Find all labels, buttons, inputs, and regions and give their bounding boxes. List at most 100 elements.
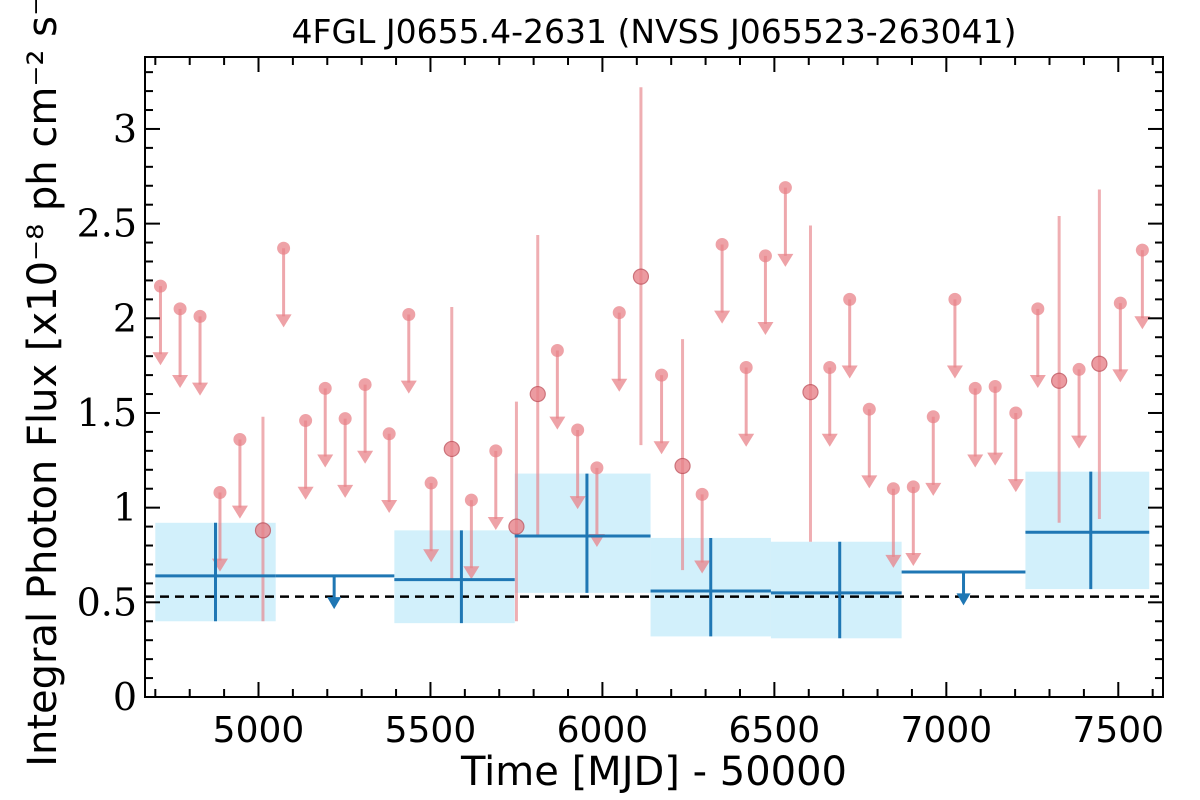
short-bin-series [152, 87, 1151, 622]
x-tick-label: 7000 [901, 710, 993, 751]
x-tick-label: 6500 [729, 710, 821, 751]
upper-limit-arrow [905, 552, 922, 566]
detection-point [529, 385, 546, 403]
upper-limit-arrow [738, 433, 755, 447]
upper-limit-arrow [569, 496, 586, 510]
upper-limit-arrow [357, 450, 374, 464]
upper-limit-point [655, 368, 669, 382]
long-bin-series [155, 471, 1150, 639]
upper-limit-arrow [757, 321, 774, 335]
upper-limit-point [489, 444, 503, 458]
detection-point [632, 268, 650, 285]
upper-limit-arrow [487, 517, 504, 531]
upper-limit-point [464, 493, 478, 507]
upper-limit-arrow [861, 475, 878, 489]
upper-limit-point [715, 237, 729, 251]
upper-limit-point [1135, 243, 1149, 257]
y-tick-label: 1.5 [77, 391, 137, 435]
upper-limit-point [886, 482, 900, 496]
x-tick-label: 5000 [213, 710, 305, 751]
long-bin-band [770, 541, 902, 639]
upper-limit-arrow [549, 416, 566, 430]
detection-point [802, 384, 819, 401]
upper-limit-point [299, 414, 313, 428]
upper-limit-arrow [1134, 316, 1151, 330]
long-bin-band [394, 530, 515, 624]
upper-limit-arrow [1112, 369, 1129, 383]
upper-limit-point [173, 302, 187, 316]
upper-limit-arrow [423, 549, 440, 563]
x-axis-label: Time [MJD] - 50000 [460, 749, 847, 795]
upper-limit-point [277, 241, 291, 255]
upper-limit-point [590, 461, 604, 475]
upper-limit-point [402, 308, 416, 322]
upper-limit-arrow [841, 365, 858, 379]
long-bin-band [1025, 471, 1150, 590]
upper-limit-arrow [1029, 375, 1046, 388]
upper-limit-arrow [381, 499, 398, 513]
axes: 5000 5500 6000 6500 7000 7500 0 0.5 1 1.5 2 2.5 3 [77, 56, 1164, 751]
upper-limit-point [778, 181, 792, 195]
y-tick-label: 2 [113, 296, 137, 340]
upper-limit-arrow [231, 505, 248, 519]
y-axis-label: Integral Photon Flux [x10⁻⁸ ph cm⁻² s⁻¹] [20, 0, 66, 767]
detection-point [1051, 372, 1068, 389]
y-tick-label: 3 [113, 107, 137, 151]
upper-limit-point [968, 381, 982, 395]
upper-limit-point [1072, 362, 1086, 376]
upper-limit-point [758, 249, 772, 263]
upper-limit-point [823, 361, 837, 375]
upper-limit-point [1031, 302, 1045, 316]
upper-limit-point [358, 378, 372, 392]
upper-limit-arrow [275, 314, 292, 328]
y-tick-label: 0.5 [77, 580, 137, 624]
upper-limit-point [1113, 296, 1127, 310]
x-tick-label: 5500 [385, 710, 477, 751]
upper-limit-arrow [317, 454, 334, 468]
upper-limit-arrow [987, 452, 1004, 466]
plot-frame [144, 56, 1164, 698]
upper-limit-arrow [946, 365, 963, 379]
upper-limit-point [739, 361, 753, 375]
upper-limit-arrow [821, 433, 838, 447]
long-upper-limit-arrow [327, 597, 342, 610]
upper-limit-point [695, 487, 709, 501]
detection-point [1091, 355, 1108, 372]
upper-limit-point [612, 306, 626, 320]
upper-limit-point [571, 423, 585, 437]
upper-limit-point [843, 292, 857, 306]
upper-limit-arrow [400, 380, 417, 394]
upper-limit-arrow [337, 484, 354, 498]
upper-limit-point [382, 427, 396, 441]
upper-limit-arrow [967, 454, 984, 468]
upper-limit-point [233, 432, 247, 446]
long-upper-limit-arrow [956, 593, 971, 606]
upper-limit-arrow [611, 378, 628, 392]
detection-point [254, 522, 272, 539]
upper-limit-point [550, 343, 564, 357]
upper-limit-point [926, 410, 940, 424]
upper-limit-point [1009, 406, 1023, 420]
upper-limit-point [988, 379, 1002, 393]
x-tick-label: 7500 [1072, 710, 1164, 751]
upper-limit-arrow [885, 554, 902, 568]
upper-limit-arrow [694, 560, 711, 574]
upper-limit-point [906, 480, 920, 494]
y-tick-label: 1 [113, 486, 137, 530]
upper-limit-arrow [925, 482, 942, 496]
y-tick-label: 0 [113, 675, 137, 719]
upper-limit-arrow [1071, 435, 1088, 449]
upper-limit-arrow [777, 253, 794, 267]
chart-title: 4FGL J0655.4-2631 (NVSS J065523-263041) [292, 12, 1017, 51]
upper-limit-arrow [653, 441, 670, 455]
upper-limit-point [424, 476, 438, 490]
upper-limit-arrow [297, 486, 314, 500]
detection-point [674, 457, 691, 475]
upper-limit-point [948, 292, 962, 306]
upper-limit-point [213, 486, 227, 500]
upper-limit-arrow [152, 352, 169, 366]
long-bin-band [514, 473, 651, 593]
upper-limit-point [153, 279, 167, 293]
upper-limit-arrow [1007, 479, 1024, 493]
